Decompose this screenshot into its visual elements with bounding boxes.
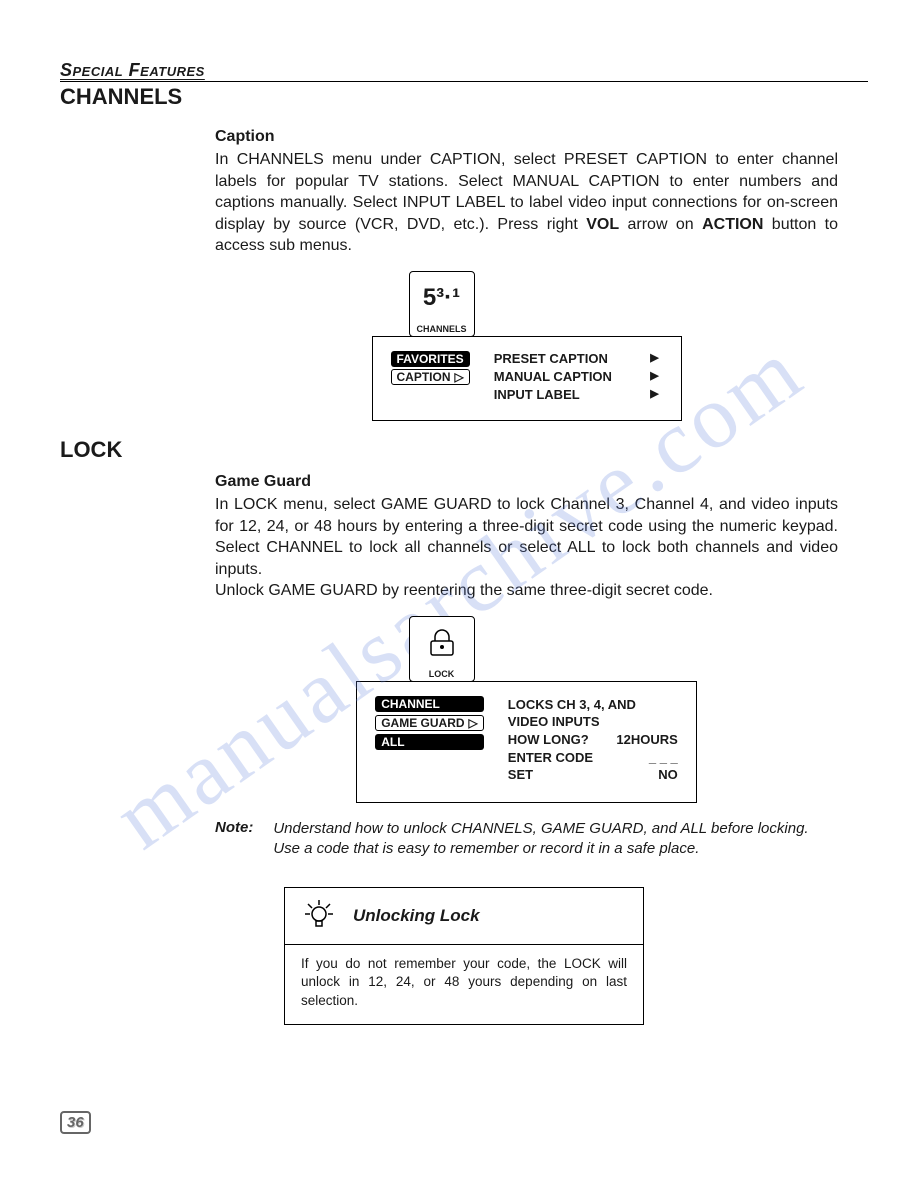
gameguard-arrow: ▷ [469, 716, 478, 730]
lock-icon-label: LOCK [429, 669, 455, 679]
channels-subhead: Caption [215, 128, 838, 146]
lock-line-2: VIDEO INPUTS [508, 713, 678, 731]
lock-menu-right: LOCKS CH 3, 4, AND VIDEO INPUTS HOW LONG… [508, 696, 678, 784]
channels-icon-label: CHANNELS [416, 324, 466, 334]
bold-vol: VOL [586, 216, 619, 233]
channels-diagram: 5³·¹ CHANNELS FAVORITES CAPTION ▷ PRESET… [215, 271, 838, 421]
gameguard-label: GAME GUARD [381, 716, 464, 730]
tip-box: Unlocking Lock If you do not remember yo… [284, 887, 644, 1025]
channels-body: In CHANNELS menu under CAPTION, select P… [215, 149, 838, 257]
lock-diagram: LOCK CHANNEL GAME GUARD ▷ ALL LOCKS CH 3… [215, 616, 838, 803]
section-label: Special Features [60, 60, 205, 80]
howlong-value: 12HOURS [616, 731, 677, 749]
note-label: Note: [215, 819, 253, 860]
lock-line-1: LOCKS CH 3, 4, AND [508, 696, 678, 714]
lock-line-4: ENTER CODE _ _ _ [508, 749, 678, 767]
all-pill: ALL [375, 734, 484, 750]
howlong-label: HOW LONG? [508, 731, 589, 749]
gameguard-pill: GAME GUARD ▷ [375, 715, 484, 731]
lock-content: Game Guard In LOCK menu, select GAME GUA… [215, 473, 838, 803]
preset-label: PRESET CAPTION [494, 351, 608, 366]
entercode-label: ENTER CODE [508, 749, 593, 767]
preset-arrow-icon: ▶ [650, 351, 658, 366]
input-label: INPUT LABEL [494, 387, 580, 402]
input-arrow-icon: ▶ [650, 387, 658, 402]
lock-line-5: SET NO [508, 766, 678, 784]
manual-arrow-icon: ▶ [650, 369, 658, 384]
note-body: Understand how to unlock CHANNELS, GAME … [273, 819, 838, 860]
channels-content: Caption In CHANNELS menu under CAPTION, … [215, 128, 838, 421]
section-title-lock: LOCK [60, 437, 868, 463]
tip-head: Unlocking Lock [285, 888, 643, 945]
channels-menu-box: FAVORITES CAPTION ▷ PRESET CAPTION ▶ MAN… [372, 336, 682, 421]
page-number: 36 [60, 1111, 91, 1134]
caption-pill-arrow: ▷ [455, 370, 464, 384]
menu-row-preset: PRESET CAPTION ▶ [494, 351, 659, 366]
entercode-value: _ _ _ [649, 749, 678, 767]
channels-menu-right: PRESET CAPTION ▶ MANUAL CAPTION ▶ INPUT … [494, 351, 659, 402]
lock-menu-box: CHANNEL GAME GUARD ▷ ALL LOCKS CH 3, 4, … [356, 681, 697, 803]
lock-body-2: Unlock GAME GUARD by reentering the same… [215, 580, 838, 602]
set-value: NO [658, 766, 678, 784]
set-label: SET [508, 766, 533, 784]
bold-action: ACTION [702, 216, 763, 233]
section-title-channels: CHANNELS [60, 84, 868, 110]
padlock-icon [425, 629, 459, 657]
lock-icon-art [425, 617, 459, 669]
lock-icon-box: LOCK [409, 616, 475, 682]
caption-pill-label: CAPTION [397, 370, 451, 384]
lock-menu-left: CHANNEL GAME GUARD ▷ ALL [375, 696, 484, 750]
header-rule: Special Features [60, 60, 868, 82]
channels-icon-art: 5³·¹ [423, 272, 460, 324]
lock-body-1: In LOCK menu, select GAME GUARD to lock … [215, 494, 838, 580]
lightbulb-icon [301, 898, 337, 934]
favorites-pill: FAVORITES [391, 351, 470, 367]
tip-title: Unlocking Lock [353, 906, 480, 926]
menu-row-manual: MANUAL CAPTION ▶ [494, 369, 659, 384]
channel-pill: CHANNEL [375, 696, 484, 712]
manual-label: MANUAL CAPTION [494, 369, 612, 384]
menu-row-input: INPUT LABEL ▶ [494, 387, 659, 402]
channels-menu-left: FAVORITES CAPTION ▷ [391, 351, 470, 385]
body-part-mid: arrow on [619, 216, 702, 233]
lock-subhead: Game Guard [215, 473, 838, 491]
note-row: Note: Understand how to unlock CHANNELS,… [215, 819, 838, 860]
channels-icon-box: 5³·¹ CHANNELS [409, 271, 475, 337]
caption-pill: CAPTION ▷ [391, 369, 470, 385]
tip-body: If you do not remember your code, the LO… [285, 945, 643, 1024]
lock-line-3: HOW LONG? 12HOURS [508, 731, 678, 749]
